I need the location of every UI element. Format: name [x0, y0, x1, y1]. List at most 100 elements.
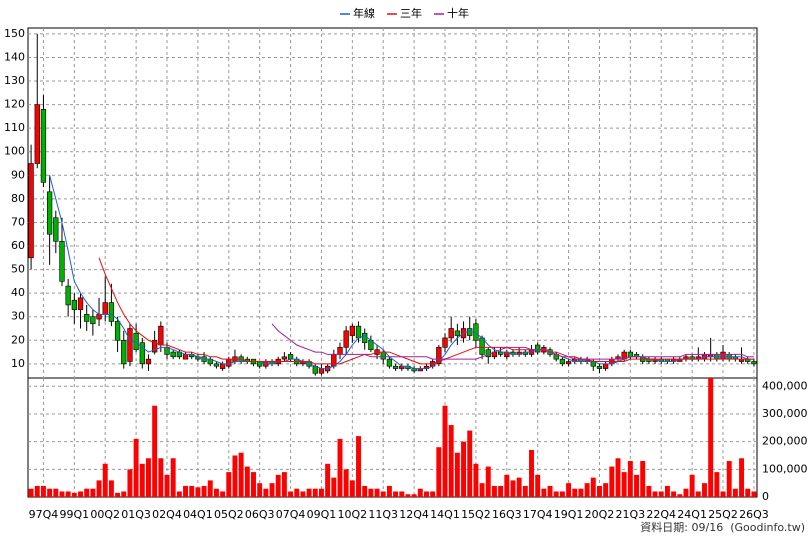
- volume-bar: [343, 469, 349, 497]
- volume-bar: [553, 491, 559, 497]
- volume-bar: [368, 488, 374, 497]
- volume-bar: [337, 438, 343, 497]
- volume-bar: [424, 491, 429, 497]
- candle-body: [318, 368, 325, 374]
- volume-bar: [312, 488, 318, 497]
- volume-bar: [485, 466, 491, 497]
- candle-body: [596, 365, 603, 369]
- volume-bar: [522, 485, 528, 497]
- volume-bar: [189, 485, 195, 497]
- volume-bar: [689, 474, 695, 497]
- volume-bar: [207, 480, 213, 497]
- x-tick-label: 02Q4: [152, 508, 182, 521]
- volume-bar: [714, 472, 720, 497]
- candle-body: [720, 351, 726, 360]
- volume-bar: [448, 425, 454, 497]
- volume-bar: [510, 480, 516, 497]
- volume-bar: [269, 483, 275, 497]
- candle-body: [436, 347, 442, 365]
- x-tick-label: 25Q2: [708, 508, 738, 521]
- volume-bar: [621, 472, 627, 497]
- volume-bar: [380, 491, 386, 497]
- x-tick-label: 14Q1: [430, 508, 460, 521]
- volume-bar: [739, 458, 745, 497]
- volume-bar: [467, 430, 473, 497]
- candle-body: [65, 285, 71, 306]
- volume-bar: [263, 488, 269, 497]
- volume-frame: [27, 377, 758, 498]
- candle-body: [467, 328, 473, 336]
- volume-bar: [28, 488, 34, 497]
- y-tick-label: 150: [4, 27, 25, 40]
- volume-bar: [71, 492, 77, 497]
- legend-label: 三年: [400, 6, 422, 20]
- volume-bar: [257, 483, 263, 497]
- candle-body: [28, 163, 34, 259]
- volume-bar: [325, 463, 331, 497]
- volume-bar: [473, 463, 479, 497]
- volume-bar: [566, 483, 572, 497]
- x-tick-label: 05Q2: [214, 508, 244, 521]
- volume-bar: [572, 488, 578, 497]
- volume-bar: [96, 480, 102, 497]
- volume-bar: [34, 485, 40, 497]
- volume-bar: [213, 488, 219, 497]
- x-tick-label: 10Q2: [338, 508, 368, 521]
- candle-body: [281, 356, 288, 360]
- candle-body: [96, 314, 102, 320]
- volume-bar: [90, 488, 96, 497]
- volume-bar: [726, 461, 732, 497]
- candle-body: [40, 109, 47, 183]
- volume-bar: [133, 438, 139, 497]
- x-tick-label: 99Q1: [60, 508, 90, 521]
- volume-bar: [461, 441, 467, 497]
- volume-bar: [102, 463, 108, 497]
- candle-body: [362, 332, 368, 343]
- candle-body: [219, 363, 226, 369]
- volume-bar: [436, 447, 442, 497]
- candle-body: [145, 358, 152, 365]
- candle-body: [559, 358, 566, 365]
- y-tick-label: 120: [4, 98, 25, 111]
- volume-tick-label: 100,000: [762, 462, 808, 475]
- candle-body: [121, 339, 127, 365]
- volume-bar: [615, 458, 621, 497]
- candle-body: [392, 365, 399, 369]
- candle-body: [84, 314, 90, 322]
- candle-body: [158, 325, 164, 346]
- volume-bar: [751, 491, 757, 497]
- volume-bar: [393, 491, 399, 497]
- volume-bar: [596, 485, 602, 497]
- candle-body: [751, 361, 757, 365]
- y-tick-label: 90: [11, 168, 25, 181]
- candle-body: [454, 330, 461, 336]
- volume-bar: [251, 472, 256, 497]
- x-tick-label: 19Q1: [554, 508, 584, 521]
- volume-bar: [417, 488, 423, 497]
- candle-body: [170, 351, 176, 358]
- candle-body: [182, 354, 189, 360]
- y-tick-label: 30: [11, 310, 25, 323]
- candle-body: [59, 240, 65, 282]
- volume-bar: [504, 474, 510, 497]
- volume-bar: [584, 483, 590, 497]
- volume-bar: [115, 492, 121, 497]
- volume-bar: [695, 491, 701, 497]
- volume-bar: [183, 485, 189, 497]
- y-tick-label: 40: [11, 286, 25, 299]
- volume-bar: [294, 488, 300, 497]
- candle-body: [485, 349, 491, 358]
- candle-body: [343, 330, 349, 348]
- volume-bar: [244, 466, 250, 497]
- volume-bar: [603, 483, 609, 497]
- candle-body: [133, 332, 139, 351]
- candle-body: [337, 347, 343, 355]
- x-tick-label: 97Q4: [29, 508, 59, 521]
- volume-bar: [40, 485, 46, 497]
- y-tick-label: 20: [11, 333, 25, 346]
- candle-body: [127, 328, 133, 362]
- volume-bar: [386, 485, 392, 497]
- candle-body: [152, 339, 158, 353]
- volume-bar: [702, 483, 707, 497]
- volume-bar: [121, 491, 127, 497]
